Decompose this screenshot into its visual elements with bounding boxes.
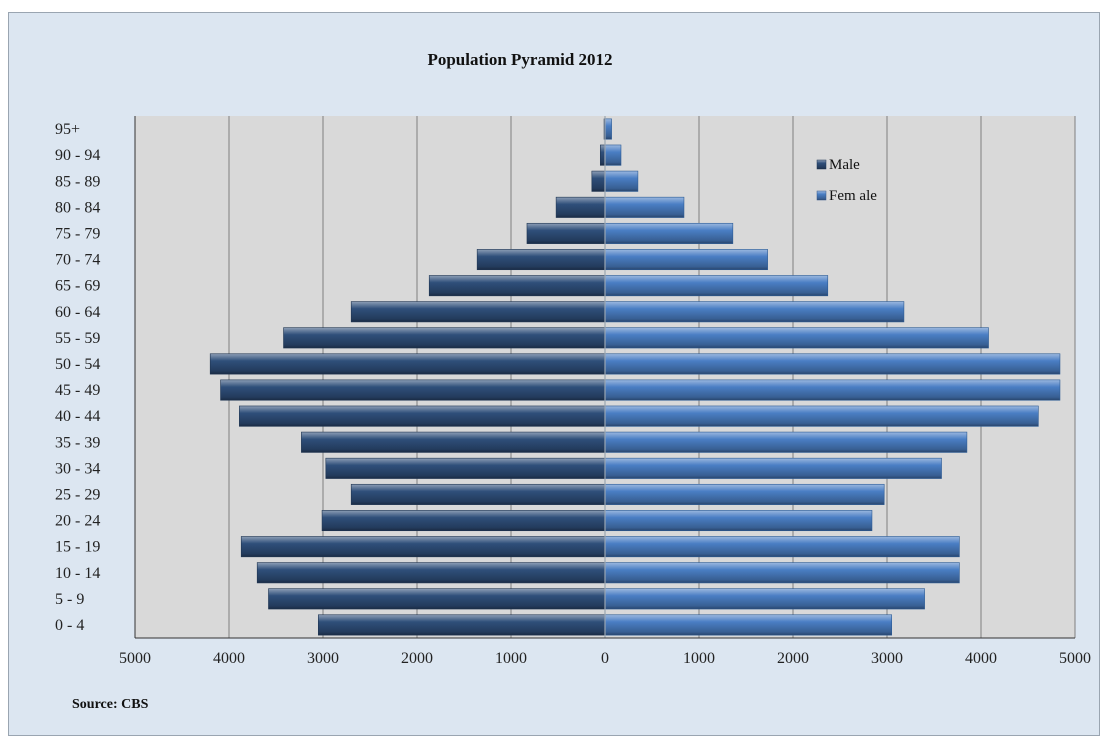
bar-female	[604, 196, 685, 218]
bar-female	[604, 614, 893, 636]
x-tick-label: 5000	[119, 650, 151, 667]
bar-female	[604, 301, 905, 323]
y-tick-label: 30 - 34	[55, 460, 100, 477]
bar-female	[604, 588, 925, 610]
bar-female	[604, 118, 612, 140]
y-tick-label: 60 - 64	[55, 304, 100, 321]
x-tick-label: 4000	[965, 650, 997, 667]
bar-female	[604, 327, 989, 349]
bar-male	[325, 457, 606, 479]
bar-female	[604, 536, 960, 558]
chart-source: Source: CBS	[72, 697, 149, 712]
legend-swatch	[816, 159, 827, 170]
bar-female	[604, 405, 1039, 427]
x-tick-label: 0	[601, 650, 609, 667]
y-tick-label: 65 - 69	[55, 278, 100, 295]
x-tick-label: 4000	[213, 650, 245, 667]
bar-male	[301, 431, 606, 453]
y-tick-label: 20 - 24	[55, 513, 100, 530]
bar-male	[599, 144, 606, 166]
y-tick-label: 0 - 4	[55, 617, 84, 634]
y-tick-label: 70 - 74	[55, 252, 100, 269]
chart-title: Population Pyramid 2012	[427, 50, 613, 69]
y-tick-label: 5 - 9	[55, 591, 84, 608]
bar-male	[209, 353, 606, 375]
bar-male	[350, 483, 606, 505]
y-tick-label: 35 - 39	[55, 434, 100, 451]
bar-male	[591, 170, 606, 192]
bar-female	[604, 510, 873, 532]
bar-female	[604, 483, 885, 505]
x-tick-label: 5000	[1059, 650, 1091, 667]
y-tick-label: 10 - 14	[55, 565, 100, 582]
bar-male	[317, 614, 606, 636]
bar-female	[604, 249, 768, 271]
legend-swatch	[816, 190, 827, 201]
bar-female	[604, 170, 639, 192]
x-tick-label: 2000	[777, 650, 809, 667]
x-tick-label: 1000	[683, 650, 715, 667]
bar-female	[604, 144, 622, 166]
y-tick-label: 40 - 44	[55, 408, 100, 425]
y-tick-label: 15 - 19	[55, 539, 100, 556]
y-tick-label: 50 - 54	[55, 356, 100, 373]
x-tick-label: 1000	[495, 650, 527, 667]
bar-male	[220, 379, 606, 401]
y-tick-label: 95+	[55, 121, 80, 138]
y-tick-label: 55 - 59	[55, 330, 100, 347]
bar-male	[283, 327, 606, 349]
bar-male	[321, 510, 606, 532]
bar-male	[240, 536, 606, 558]
y-tick-label: 25 - 29	[55, 486, 100, 503]
bar-male	[256, 562, 606, 584]
bar-male	[350, 301, 606, 323]
bar-male	[526, 222, 606, 244]
bar-female	[604, 457, 942, 479]
legend-label: Male	[829, 157, 860, 173]
bar-female	[604, 275, 829, 297]
bar-male	[476, 249, 606, 271]
bar-male	[555, 196, 606, 218]
x-tick-label: 2000	[401, 650, 433, 667]
bar-female	[604, 222, 734, 244]
bar-female	[604, 562, 960, 584]
x-tick-label: 3000	[307, 650, 339, 667]
bar-female	[604, 431, 968, 453]
y-tick-label: 90 - 94	[55, 147, 100, 164]
x-tick-label: 3000	[871, 650, 903, 667]
y-tick-label: 45 - 49	[55, 382, 100, 399]
y-tick-label: 80 - 84	[55, 199, 100, 216]
bar-male	[428, 275, 606, 297]
y-tick-label: 75 - 79	[55, 225, 100, 242]
bar-female	[604, 353, 1061, 375]
y-tick-label: 85 - 89	[55, 173, 100, 190]
bar-male	[268, 588, 606, 610]
legend-label: Fem ale	[829, 188, 877, 204]
bar-male	[239, 405, 606, 427]
bar-female	[604, 379, 1061, 401]
